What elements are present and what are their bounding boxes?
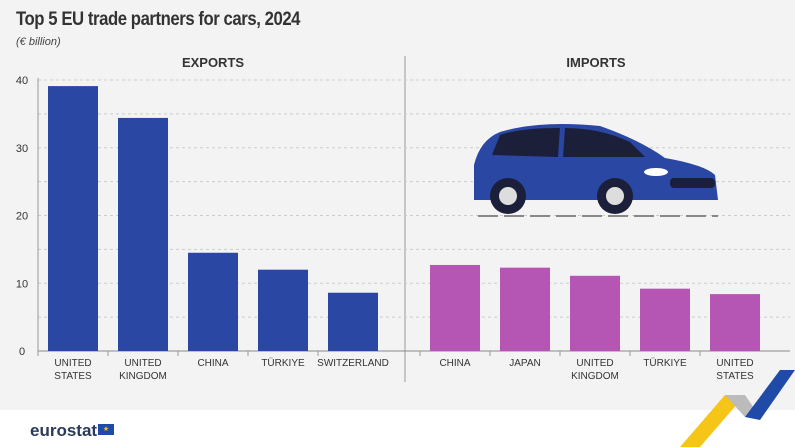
panel-title-exports: EXPORTS (182, 55, 244, 70)
x-tick-label: CHINA (439, 358, 470, 369)
y-tick-label: 20 (16, 211, 28, 223)
chart-title: Top 5 EU trade partners for cars, 2024 (16, 9, 301, 30)
x-tick-label: UNITED KINGDOM (571, 358, 619, 382)
eu-flag-icon: ★ (98, 424, 114, 435)
x-tick-label: UNITED STATES (54, 358, 92, 382)
panel-title-imports: IMPORTS (566, 55, 626, 70)
bar-imports-3 (640, 288, 690, 351)
x-tick-label: CHINA (197, 358, 228, 369)
bar-exports-2 (188, 252, 238, 351)
car-illustration (474, 124, 718, 217)
x-tick-label: TÜRKIYE (643, 357, 687, 369)
eurostat-ribbon-logo (680, 370, 795, 447)
bar-imports-2 (570, 275, 620, 351)
bar-imports-0 (430, 264, 480, 351)
y-tick-label: 30 (16, 143, 28, 155)
x-tick-label: JAPAN (509, 358, 541, 369)
bar-imports-4 (710, 294, 760, 351)
bar-exports-1 (118, 117, 168, 351)
y-tick-label: 0 (19, 346, 25, 358)
bar-exports-0 (48, 86, 98, 351)
bar-exports-3 (258, 269, 308, 351)
x-tick-label: UNITED STATES (716, 358, 754, 382)
x-tick-label: UNITED KINGDOM (119, 358, 167, 382)
y-tick-label: 10 (16, 278, 28, 290)
chart-unit: (€ billion) (16, 36, 61, 48)
bar-exports-4 (328, 292, 378, 351)
x-tick-label: TÜRKIYE (261, 357, 305, 369)
x-tick-label: SWITZERLAND (317, 358, 389, 369)
y-tick-label: 40 (16, 75, 28, 87)
eurostat-logo: eurostat (30, 421, 98, 440)
bar-imports-1 (500, 267, 550, 351)
